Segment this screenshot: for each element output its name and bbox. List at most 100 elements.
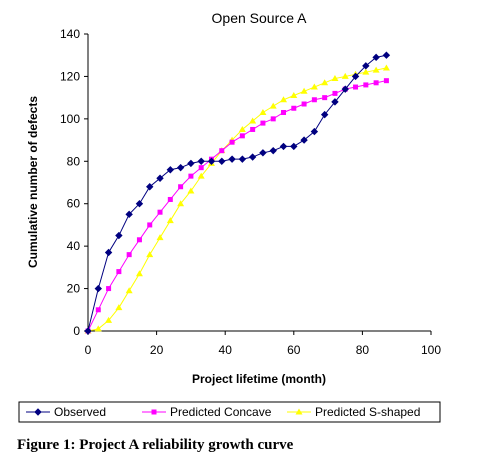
x-tick-label: 100 [421,343,441,357]
data-point-observed [156,174,164,182]
y-tick-label: 40 [67,239,81,253]
series-line-predicted-s-shaped [87,67,387,332]
data-point-observed [382,51,391,59]
figure-caption: Figure 1: Project A reliability growth c… [17,437,294,453]
x-ticks: 0 20 40 60 80 100 [85,331,441,357]
data-point-predicted-s-shaped [341,72,349,79]
data-point-predicted-concave [239,133,245,139]
series-observed [84,51,391,335]
data-point-observed [115,231,123,240]
data-point-predicted-s-shaped [238,125,246,132]
y-tick-label: 0 [73,324,80,338]
data-point-predicted-s-shaped [280,96,288,103]
data-point-predicted-s-shaped [105,316,113,323]
y-tick-label: 140 [60,27,80,41]
x-axis-label: Project lifetime (month) [192,372,326,386]
data-point-predicted-s-shaped [249,117,257,124]
data-point-predicted-concave [383,78,389,84]
data-point-predicted-concave [178,184,184,190]
data-point-predicted-s-shaped [372,66,380,73]
data-point-predicted-concave [116,269,122,275]
legend-label: Predicted Concave [170,405,272,419]
data-point-predicted-s-shaped [290,92,298,99]
data-point-predicted-concave [270,116,276,122]
data-point-predicted-s-shaped [166,217,174,224]
data-point-predicted-concave [353,84,359,90]
legend-swatch-marker [151,409,157,415]
data-point-predicted-s-shaped [156,234,164,241]
series-line-observed [87,54,387,332]
data-point-predicted-concave [198,165,204,171]
data-point-predicted-concave [229,139,235,145]
data-point-observed [331,98,339,106]
y-axis-label: Cumulative number of defects [26,96,40,268]
data-point-observed [197,157,205,165]
data-point-observed [259,149,267,157]
plot-area: 0 20 40 60 80 100 120 140 0 20 40 60 80 100 [60,27,441,357]
chart-title: Open Source A [212,10,308,26]
data-point-predicted-concave [291,105,297,111]
data-point-observed [320,110,329,119]
data-point-predicted-concave [332,90,338,96]
data-point-observed [341,85,349,93]
data-point-predicted-s-shaped [125,287,133,294]
data-point-observed [146,183,154,191]
data-point-predicted-s-shaped [187,187,195,194]
x-tick-label: 40 [219,343,233,357]
data-point-predicted-s-shaped [259,108,267,115]
data-point-observed [104,248,113,257]
data-point-observed [300,136,308,144]
legend: Observed Predicted Concave Predicted S-sha… [18,401,441,423]
data-point-predicted-concave [260,120,266,126]
y-tick-label: 100 [60,112,80,126]
data-point-predicted-concave [373,80,379,86]
data-point-predicted-concave [136,237,142,243]
data-point-predicted-s-shaped [146,251,154,258]
x-tick-label: 20 [150,343,164,357]
data-point-predicted-s-shaped [382,64,390,71]
data-point-observed [84,327,92,335]
data-point-predicted-s-shaped [177,200,185,207]
data-point-predicted-s-shaped [269,102,277,109]
data-point-predicted-concave [311,97,317,103]
data-point-observed [125,210,133,219]
data-point-observed [187,159,195,168]
data-point-observed [279,142,288,151]
data-point-predicted-s-shaped [94,325,102,332]
data-point-observed [135,200,144,208]
legend-swatch-marker [295,408,303,415]
y-tick-label: 20 [67,282,81,296]
series-layer [84,51,391,335]
data-point-predicted-concave [126,252,132,258]
data-point-predicted-concave [157,209,163,215]
x-tick-label: 80 [356,343,370,357]
data-point-predicted-s-shaped [331,75,339,82]
data-point-observed [176,163,185,172]
data-point-predicted-concave [281,109,287,115]
y-tick-label: 120 [60,69,80,83]
data-point-observed [290,142,298,151]
data-point-observed [94,284,102,293]
legend-item-predicted-concave: Predicted Concave [142,405,272,419]
legend-item-observed: Observed [26,405,106,419]
data-point-observed [351,72,360,81]
data-point-predicted-concave [106,286,112,292]
y-tick-label: 60 [67,197,81,211]
data-point-predicted-concave [147,222,153,228]
data-point-predicted-concave [363,82,369,88]
data-point-predicted-concave [188,173,194,179]
data-point-observed [166,166,175,174]
data-point-predicted-s-shaped [321,79,329,86]
data-point-predicted-s-shaped [197,172,205,179]
legend-label: Observed [54,405,106,419]
data-point-observed [228,155,236,163]
data-point-observed [372,53,380,62]
y-tick-label: 80 [67,154,81,168]
data-point-observed [269,146,277,155]
data-point-observed [207,157,216,165]
data-point-predicted-s-shaped [115,304,123,311]
legend-label: Predicted S-shaped [315,405,420,419]
data-point-observed [362,62,370,70]
data-point-predicted-concave [250,126,256,132]
